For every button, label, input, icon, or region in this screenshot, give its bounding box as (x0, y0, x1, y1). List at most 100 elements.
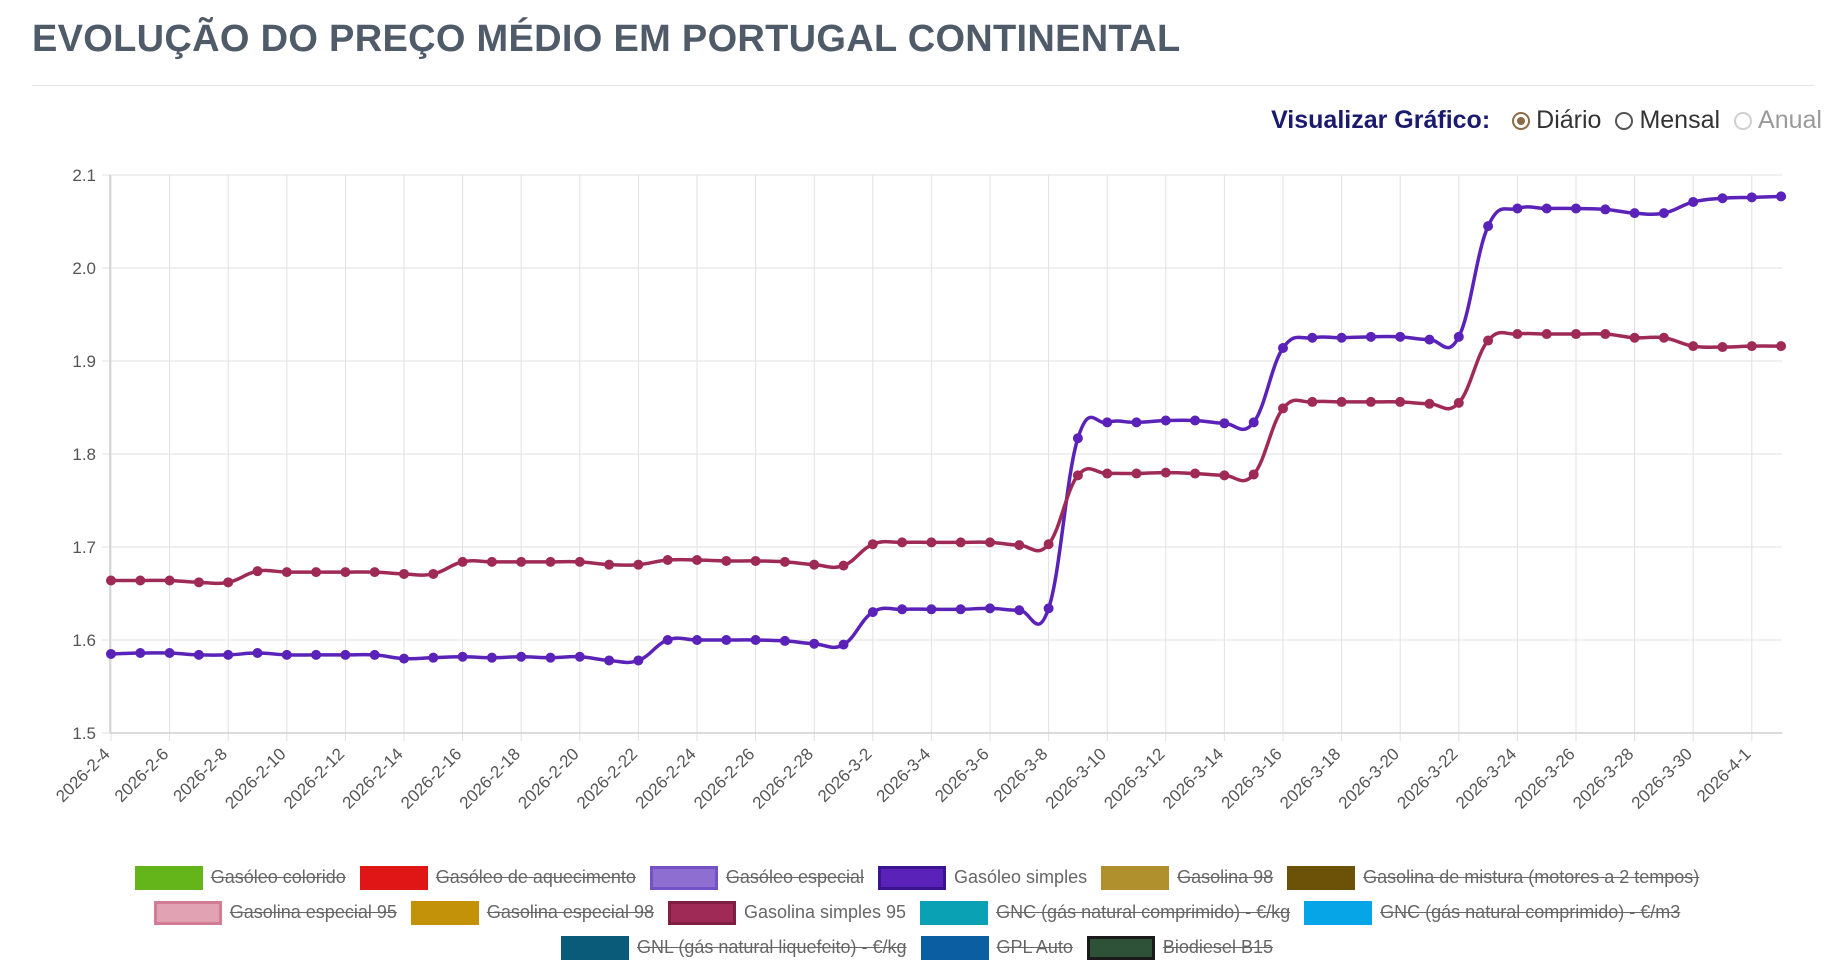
data-point-gasolina-simples-95[interactable] (1571, 329, 1581, 340)
data-point-gasolina-simples-95[interactable] (486, 556, 497, 567)
data-point-gasoleo-simples[interactable] (1336, 332, 1347, 343)
data-point-gasoleo-simples[interactable] (1483, 221, 1494, 232)
data-point-gasolina-simples-95[interactable] (1365, 396, 1376, 407)
legend-item[interactable]: Biodiesel B15 (1086, 935, 1273, 960)
data-point-gasolina-simples-95[interactable] (1658, 332, 1669, 343)
data-point-gasolina-simples-95[interactable] (1278, 403, 1288, 414)
data-point-gasoleo-simples[interactable] (1629, 208, 1640, 219)
data-point-gasoleo-simples[interactable] (1102, 417, 1113, 428)
data-point-gasoleo-simples[interactable] (1717, 193, 1728, 204)
data-point-gasolina-simples-95[interactable] (750, 555, 761, 566)
data-point-gasoleo-simples[interactable] (340, 649, 351, 660)
data-point-gasolina-simples-95[interactable] (369, 567, 380, 578)
data-point-gasolina-simples-95[interactable] (1131, 468, 1142, 479)
legend-item[interactable]: GPL Auto (920, 935, 1073, 960)
data-point-gasolina-simples-95[interactable] (223, 577, 234, 588)
data-point-gasolina-simples-95[interactable] (1424, 398, 1435, 409)
data-point-gasolina-simples-95[interactable] (926, 537, 937, 548)
radio-daily[interactable]: Diário (1512, 106, 1601, 135)
data-point-gasolina-simples-95[interactable] (281, 567, 292, 578)
radio-daily-indicator[interactable] (1512, 111, 1531, 130)
legend-item[interactable]: Gasolina de mistura (motores a 2 tempos) (1287, 865, 1699, 890)
data-point-gasolina-simples-95[interactable] (1014, 540, 1025, 551)
data-point-gasoleo-simples[interactable] (662, 635, 673, 645)
data-point-gasoleo-simples[interactable] (1043, 603, 1054, 614)
data-point-gasoleo-simples[interactable] (252, 648, 263, 659)
data-point-gasolina-simples-95[interactable] (897, 537, 908, 548)
data-point-gasoleo-simples[interactable] (135, 648, 146, 659)
data-point-gasoleo-simples[interactable] (1776, 191, 1787, 202)
data-point-gasoleo-simples[interactable] (1307, 332, 1318, 343)
data-point-gasoleo-simples[interactable] (369, 649, 380, 660)
data-point-gasolina-simples-95[interactable] (633, 559, 644, 570)
data-point-gasolina-simples-95[interactable] (1512, 329, 1523, 340)
data-point-gasolina-simples-95[interactable] (340, 567, 351, 578)
radio-yearly[interactable]: Anual (1734, 106, 1822, 135)
data-point-gasoleo-simples[interactable] (1278, 342, 1288, 353)
legend-item[interactable]: Gasóleo especial (649, 865, 864, 890)
data-point-gasolina-simples-95[interactable] (574, 556, 585, 567)
data-point-gasolina-simples-95[interactable] (779, 556, 790, 567)
data-point-gasoleo-simples[interactable] (897, 604, 908, 615)
data-point-gasolina-simples-95[interactable] (1717, 342, 1728, 353)
legend-item[interactable]: Gasóleo colorido (134, 865, 346, 890)
data-point-gasolina-simples-95[interactable] (1072, 470, 1083, 481)
data-point-gasolina-simples-95[interactable] (692, 555, 702, 566)
data-point-gasoleo-simples[interactable] (838, 639, 849, 650)
data-point-gasoleo-simples[interactable] (281, 649, 292, 660)
data-point-gasolina-simples-95[interactable] (1102, 468, 1113, 479)
data-point-gasoleo-simples[interactable] (193, 649, 204, 660)
data-point-gasoleo-simples[interactable] (1600, 204, 1611, 215)
data-point-gasoleo-simples[interactable] (428, 652, 439, 663)
data-point-gasoleo-simples[interactable] (721, 635, 732, 645)
data-point-gasolina-simples-95[interactable] (838, 560, 849, 571)
data-point-gasoleo-simples[interactable] (1014, 605, 1025, 616)
data-point-gasoleo-simples[interactable] (1658, 208, 1669, 219)
data-point-gasoleo-simples[interactable] (867, 607, 878, 618)
data-point-gasolina-simples-95[interactable] (955, 537, 966, 548)
data-point-gasolina-simples-95[interactable] (985, 537, 995, 548)
data-point-gasoleo-simples[interactable] (486, 652, 497, 663)
data-point-gasoleo-simples[interactable] (1365, 331, 1376, 342)
data-point-gasoleo-simples[interactable] (1746, 192, 1757, 203)
data-point-gasolina-simples-95[interactable] (809, 559, 820, 570)
data-point-gasolina-simples-95[interactable] (867, 539, 878, 550)
data-point-gasoleo-simples[interactable] (1688, 196, 1699, 207)
data-point-gasoleo-simples[interactable] (692, 635, 702, 645)
data-point-gasoleo-simples[interactable] (1571, 203, 1581, 214)
legend-item[interactable]: Gasolina 98 (1101, 865, 1273, 890)
data-point-gasoleo-simples[interactable] (1190, 415, 1201, 426)
data-point-gasoleo-simples[interactable] (1072, 433, 1083, 444)
data-point-gasoleo-simples[interactable] (1424, 334, 1435, 345)
legend-item[interactable]: GNC (gás natural comprimido) - €/m3 (1304, 900, 1680, 925)
data-point-gasoleo-simples[interactable] (399, 653, 409, 664)
data-point-gasoleo-simples[interactable] (1512, 203, 1523, 214)
data-point-gasoleo-simples[interactable] (164, 648, 175, 659)
data-point-gasoleo-simples[interactable] (106, 648, 116, 659)
data-point-gasoleo-simples[interactable] (1453, 331, 1464, 342)
data-point-gasolina-simples-95[interactable] (1043, 539, 1054, 550)
data-point-gasolina-simples-95[interactable] (135, 575, 146, 586)
data-point-gasolina-simples-95[interactable] (1776, 341, 1787, 352)
data-point-gasolina-simples-95[interactable] (1688, 341, 1699, 352)
data-point-gasoleo-simples[interactable] (223, 649, 234, 660)
data-point-gasolina-simples-95[interactable] (1336, 396, 1347, 407)
data-point-gasoleo-simples[interactable] (604, 655, 615, 666)
data-point-gasolina-simples-95[interactable] (1395, 396, 1406, 407)
data-point-gasolina-simples-95[interactable] (311, 567, 322, 578)
data-point-gasoleo-simples[interactable] (1395, 331, 1406, 342)
data-point-gasolina-simples-95[interactable] (1541, 329, 1552, 340)
data-point-gasolina-simples-95[interactable] (1746, 341, 1757, 352)
data-point-gasolina-simples-95[interactable] (164, 575, 175, 586)
data-point-gasolina-simples-95[interactable] (1219, 470, 1230, 481)
data-point-gasolina-simples-95[interactable] (1629, 332, 1640, 343)
data-point-gasoleo-simples[interactable] (1131, 417, 1142, 428)
data-point-gasoleo-simples[interactable] (633, 655, 644, 666)
data-point-gasolina-simples-95[interactable] (662, 555, 673, 566)
legend-item[interactable]: Gasolina especial 95 (153, 900, 397, 925)
data-point-gasolina-simples-95[interactable] (252, 566, 263, 577)
data-point-gasolina-simples-95[interactable] (399, 568, 409, 579)
data-point-gasoleo-simples[interactable] (926, 604, 937, 615)
data-point-gasoleo-simples[interactable] (955, 604, 966, 615)
data-point-gasoleo-simples[interactable] (311, 649, 322, 660)
